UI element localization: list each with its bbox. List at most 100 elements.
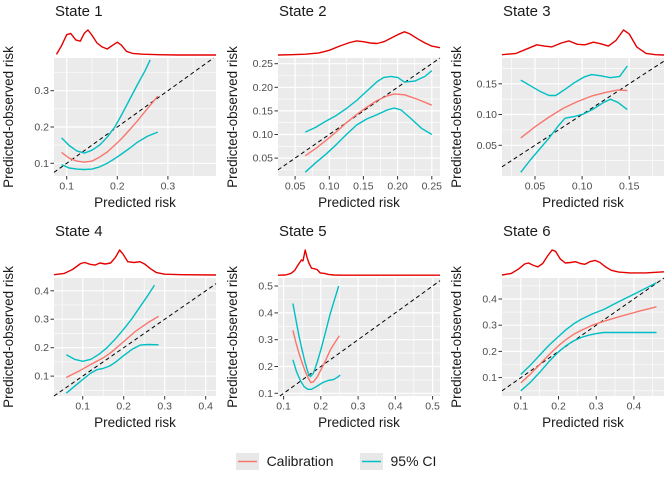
grid-minor bbox=[502, 278, 664, 396]
panel-plot: 0.05 0.10 0.15 0.05 0.10 0.15 Predicted risk Pr… bbox=[449, 3, 665, 210]
y-tick-label: 0.15 bbox=[477, 78, 498, 90]
ci-line bbox=[292, 285, 340, 378]
x-tick-label: 0.05 bbox=[525, 181, 546, 193]
x-tick-label: 0.1 bbox=[513, 401, 528, 413]
x-tick-label: 0.4 bbox=[388, 401, 403, 413]
y-tick-label: 0.1 bbox=[34, 371, 49, 383]
y-tick-labels: 0.05 0.10 0.15 bbox=[477, 78, 498, 152]
y-tick-label: 0.4 bbox=[482, 294, 497, 306]
calibration-line bbox=[520, 306, 657, 384]
ci-line bbox=[292, 359, 341, 390]
x-tick-label: 0.25 bbox=[422, 181, 443, 193]
x-axis-label: Predicted risk bbox=[318, 415, 400, 430]
x-tick-label: 0.2 bbox=[551, 401, 566, 413]
y-axis-label: Predicted-observed risk bbox=[225, 46, 240, 188]
x-tick-labels: 0.05 0.10 0.15 bbox=[525, 181, 640, 193]
ci-line bbox=[520, 331, 657, 392]
density-line bbox=[501, 29, 665, 56]
panel-title: State 2 bbox=[279, 3, 327, 20]
x-axis-label: Predicted risk bbox=[318, 195, 400, 210]
ci-line bbox=[520, 98, 628, 173]
grid-major bbox=[278, 58, 440, 176]
panel-plot: 0.05 0.10 0.15 0.20 0.25 0.05 0.10 0.15 0.20 0.25… bbox=[225, 3, 443, 210]
x-tick-label: 0.3 bbox=[161, 181, 176, 193]
x-tick-label: 0.5 bbox=[425, 401, 440, 413]
axis-ticks bbox=[274, 63, 433, 180]
density-line bbox=[55, 29, 216, 56]
identity-line bbox=[53, 57, 214, 173]
y-tick-label: 0.2 bbox=[258, 361, 273, 373]
legend-label-ci: 95% CI bbox=[390, 453, 437, 469]
y-axis-label: Predicted-observed risk bbox=[1, 46, 16, 188]
x-tick-labels: 0.1 0.2 0.3 0.4 bbox=[513, 401, 641, 413]
panel-background bbox=[278, 58, 440, 176]
legend-item-calibration: Calibration bbox=[235, 452, 334, 470]
identity-line bbox=[53, 283, 217, 397]
panel-title: State 3 bbox=[503, 3, 551, 20]
ci-line bbox=[305, 70, 433, 133]
x-tick-label: 0.2 bbox=[110, 181, 125, 193]
y-tick-label: 0.3 bbox=[34, 314, 49, 326]
x-tick-labels: 0.1 0.2 0.3 0.4 0.5 bbox=[276, 401, 440, 413]
x-tick-label: 0.15 bbox=[619, 181, 640, 193]
y-tick-label: 0.1 bbox=[258, 388, 273, 400]
x-tick-label: 0.1 bbox=[75, 401, 90, 413]
calibration-line bbox=[65, 315, 159, 379]
x-tick-labels: 0.1 0.2 0.3 bbox=[59, 181, 175, 193]
axis-ticks bbox=[498, 298, 635, 400]
x-axis-label: Predicted risk bbox=[542, 415, 624, 430]
grid-major bbox=[278, 278, 440, 396]
ci-line bbox=[304, 107, 433, 173]
panel-title: State 6 bbox=[503, 223, 551, 240]
x-tick-label: 0.3 bbox=[157, 401, 172, 413]
ci-line bbox=[65, 284, 156, 362]
panel-plot: 0.1 0.2 0.3 0.1 0.2 0.3 Predicted risk Predicte… bbox=[1, 3, 216, 210]
y-axis-label: Predicted-observed risk bbox=[449, 46, 464, 188]
x-tick-label: 0.2 bbox=[313, 401, 328, 413]
x-tick-label: 0.10 bbox=[572, 181, 593, 193]
axis-ticks bbox=[274, 285, 434, 400]
calibration-line bbox=[292, 330, 340, 384]
ci-line bbox=[61, 131, 159, 171]
identity-line bbox=[277, 57, 441, 171]
panel-background bbox=[502, 58, 664, 176]
x-tick-label: 0.20 bbox=[387, 181, 408, 193]
panel-background bbox=[54, 58, 216, 176]
y-tick-label: 0.2 bbox=[482, 346, 497, 358]
panel-state-3: 0.05 0.10 0.15 0.05 0.10 0.15 Predicted risk Pr… bbox=[448, 0, 672, 220]
identity-line bbox=[501, 60, 665, 168]
y-axis-label: Predicted-observed risk bbox=[449, 266, 464, 408]
panel-title: State 4 bbox=[55, 223, 103, 240]
calibration-line bbox=[61, 95, 159, 163]
y-tick-label: 0.2 bbox=[34, 342, 49, 354]
y-tick-label: 0.25 bbox=[253, 58, 274, 70]
legend-key-ci bbox=[359, 452, 383, 470]
ci-line bbox=[520, 65, 628, 97]
y-tick-labels: 0.05 0.10 0.15 0.20 0.25 bbox=[253, 58, 274, 164]
y-tick-labels: 0.1 0.2 0.3 0.4 bbox=[34, 285, 49, 382]
y-axis-label: Predicted-observed risk bbox=[1, 266, 16, 408]
y-tick-label: 0.3 bbox=[34, 85, 49, 97]
ci-line bbox=[520, 282, 657, 376]
x-tick-label: 0.3 bbox=[589, 401, 604, 413]
density-line bbox=[501, 249, 665, 276]
identity-line bbox=[501, 277, 665, 392]
y-tick-label: 0.15 bbox=[253, 105, 274, 117]
y-tick-label: 0.4 bbox=[258, 307, 273, 319]
grid-minor bbox=[278, 278, 440, 396]
x-tick-labels: 0.1 0.2 0.3 0.4 bbox=[75, 401, 213, 413]
y-tick-label: 0.3 bbox=[258, 334, 273, 346]
legend-key-calibration bbox=[235, 452, 259, 470]
y-tick-labels: 0.1 0.2 0.3 0.4 0.5 bbox=[258, 281, 273, 400]
panel-state-4: 0.1 0.2 0.3 0.4 0.1 0.2 0.3 0.4 Predicted risk Pr… bbox=[0, 220, 224, 440]
panel-background bbox=[278, 278, 440, 396]
identity-line bbox=[279, 280, 441, 397]
panel-plot: 0.1 0.2 0.3 0.4 0.5 0.1 0.2 0.3 0.4 0.5 Predicted … bbox=[225, 223, 441, 430]
x-tick-label: 0.1 bbox=[59, 181, 74, 193]
y-tick-label: 0.05 bbox=[477, 140, 498, 152]
y-tick-labels: 0.1 0.2 0.3 bbox=[34, 85, 49, 170]
axis-ticks bbox=[50, 290, 207, 400]
